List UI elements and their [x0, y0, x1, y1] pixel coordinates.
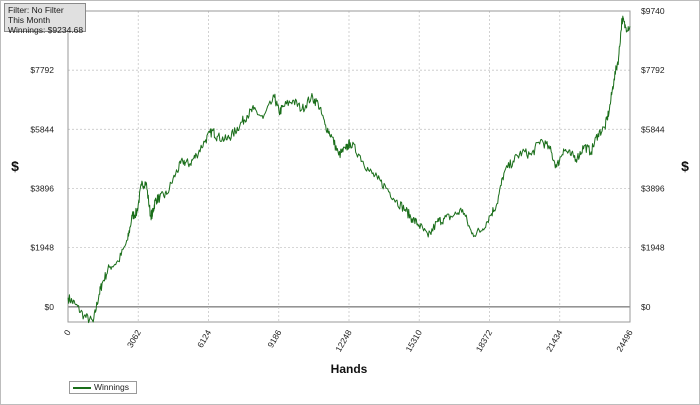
x-tick-label: 21434: [544, 328, 565, 354]
legend-label: Winnings: [94, 382, 129, 392]
x-tick-label: 6124: [195, 328, 213, 350]
y-tick-label-right: $9740: [641, 6, 665, 16]
y-tick-label-left: $7792: [30, 65, 54, 75]
grid-layer: [68, 10, 630, 322]
x-tick-label: 24496: [614, 328, 635, 354]
winnings-series-line: [67, 15, 631, 324]
legend: Winnings: [69, 381, 137, 394]
x-tick-label: 0: [62, 328, 73, 337]
y-tick-label-right: $1948: [641, 243, 665, 253]
y-tick-label-left: $0: [45, 302, 55, 312]
series-layer: [67, 15, 631, 324]
y-tick-label-left: $1948: [30, 243, 54, 253]
plot-border: [67, 10, 631, 323]
y-axis-title-left: $: [11, 158, 19, 174]
x-tick-label: 12248: [333, 328, 354, 354]
filter-text: Filter: No Filter: [8, 5, 64, 15]
y-tick-label-right: $7792: [641, 65, 665, 75]
x-tick-label: 9186: [265, 328, 283, 350]
x-tick-label: 3062: [125, 328, 143, 350]
x-tick-label: 15310: [404, 328, 425, 354]
y-axis-title-right: $: [681, 158, 689, 174]
legend-swatch: [73, 387, 91, 389]
filter-info-box: Filter: No Filter This Month Winnings: $…: [4, 3, 86, 35]
y-tick-label-right: $5844: [641, 124, 665, 134]
y-tick-label-left: $3896: [30, 183, 54, 193]
x-tick-label: 18372: [474, 328, 495, 354]
y-tick-label-left: $5844: [30, 124, 54, 134]
winnings-total-text: Winnings: $9234.68: [8, 25, 84, 35]
y-tick-label-right: $0: [641, 302, 651, 312]
period-text: This Month: [8, 15, 51, 25]
y-tick-label-right: $3896: [641, 183, 665, 193]
x-axis-title: Hands: [331, 362, 368, 376]
tick-label-layer: $0 $0 $1948 $1948 $3896 $3896 $5844 $5844 $7792 $…: [30, 6, 665, 353]
